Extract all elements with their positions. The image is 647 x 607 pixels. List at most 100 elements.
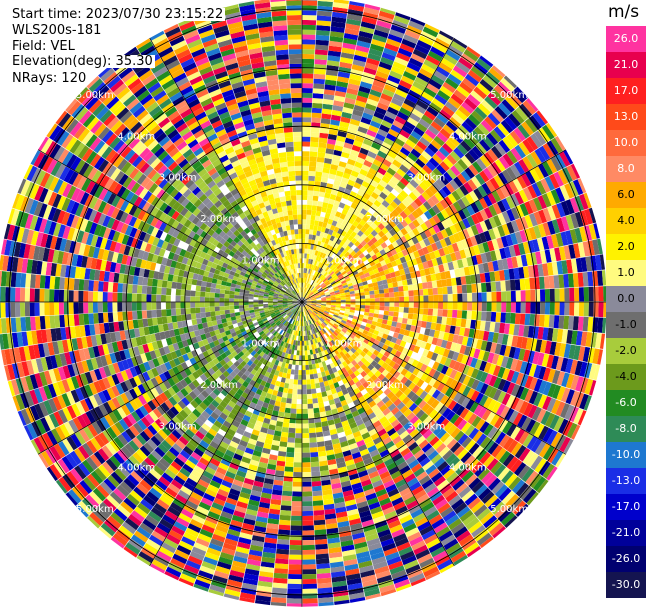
velocity-cell [465,356,474,367]
velocity-cell [584,378,594,395]
velocity-cell [336,244,342,251]
velocity-cell [309,369,314,375]
velocity-cell [287,442,295,448]
velocity-cell [329,214,335,221]
velocity-cell [542,381,552,396]
velocity-cell [319,127,329,134]
velocity-cell [321,177,328,183]
velocity-cell [412,48,428,60]
velocity-cell [352,220,359,228]
velocity-cell [346,211,353,218]
velocity-cell [502,153,514,167]
velocity-cell [302,486,312,492]
velocity-cell [424,342,432,351]
velocity-cell [488,363,497,375]
velocity-cell [500,235,509,248]
velocity-cell [323,311,329,316]
velocity-cell [523,266,530,279]
velocity-cell [499,247,507,260]
velocity-cell [311,300,317,302]
velocity-cell [309,274,313,280]
velocity-cell [458,220,467,231]
velocity-cell [477,349,486,361]
velocity-cell [305,294,309,299]
velocity-cell [367,226,375,234]
velocity-cell [314,54,328,61]
velocity-cell [447,261,455,271]
velocity-cell [495,281,502,292]
velocity-cell [533,364,542,379]
velocity-cell [285,456,294,463]
velocity-cell [496,237,504,249]
velocity-cell [419,204,428,214]
velocity-cell [302,554,316,560]
velocity-cell [485,282,492,292]
velocity-cell [345,163,354,171]
velocity-cell [561,216,570,231]
velocity-cell [318,288,323,293]
velocity-cell [407,213,416,222]
velocity-cell [310,141,319,148]
velocity-cell [570,390,580,406]
velocity-cell [293,457,302,463]
velocity-cell [501,302,507,313]
velocity-cell [331,282,337,287]
velocity-cell [332,260,338,266]
velocity-cell [487,352,495,364]
velocity-cell [327,138,336,145]
velocity-cell [302,292,303,298]
velocity-cell [565,358,574,374]
velocity-cell [321,298,327,300]
velocity-cell [551,355,559,370]
velocity-cell [312,200,318,206]
velocity-cell [309,224,314,230]
velocity-cell [312,98,323,104]
velocity-cell [438,61,453,74]
velocity-cell [329,309,335,313]
velocity-cell [418,289,424,296]
velocity-cell [497,366,506,379]
velocity-cell [493,174,504,188]
velocity-cell [450,40,466,53]
velocity-cell [516,175,528,189]
velocity-cell [475,339,483,350]
velocity-cell [469,190,479,202]
velocity-cell [341,151,350,159]
velocity-cell [344,28,360,36]
velocity-cell [427,288,434,296]
velocity-cell [310,214,316,221]
velocity-cell [430,242,439,252]
velocity-cell [530,302,536,314]
velocity-cell [377,167,387,176]
velocity-cell [348,4,365,12]
velocity-cell [308,170,316,177]
velocity-cell [410,271,417,279]
velocity-cell [316,25,331,32]
velocity-cell [553,315,560,329]
velocity-cell [334,310,340,314]
velocity-cell [304,282,306,288]
velocity-cell [386,262,393,269]
velocity-cell [294,369,299,375]
velocity-cell [302,462,311,468]
velocity-cell [417,262,425,271]
velocity-cell [461,284,468,294]
velocity-cell [471,145,484,158]
velocity-cell [461,101,475,114]
velocity-cell [335,211,342,218]
velocity-cell [302,510,314,516]
velocity-cell [527,185,538,199]
velocity-cell [365,253,372,260]
velocity-cell [488,216,498,229]
velocity-cell [514,191,524,205]
velocity-cell [318,191,325,198]
velocity-cell [582,241,591,257]
velocity-cell [344,137,355,145]
velocity-cell [385,273,392,280]
velocity-cell [357,35,372,44]
velocity-cell [447,193,457,204]
velocity-cell [555,187,566,203]
velocity-cell [360,226,367,234]
velocity-cell [346,253,353,260]
velocity-cell [542,396,552,411]
